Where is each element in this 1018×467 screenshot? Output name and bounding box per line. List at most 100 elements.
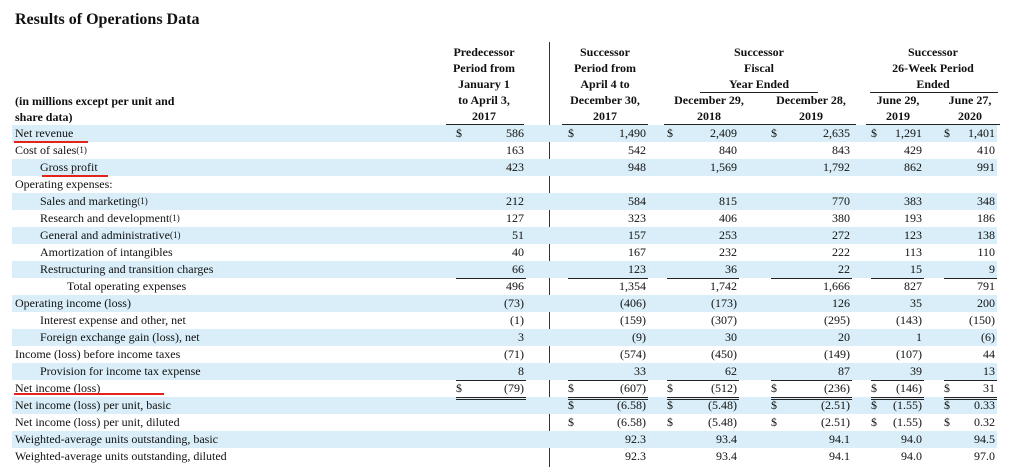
table-cell: (450) — [711, 347, 737, 361]
table-cell: 94.0 — [901, 449, 922, 463]
row-label-text: Foreign exchange gain (loss), net — [40, 330, 200, 344]
currency-symbol: $ — [871, 415, 877, 429]
row-label: Total operating expenses — [67, 278, 186, 295]
row-label-text: Amortization of intangibles — [40, 245, 173, 259]
table-cell: (143) — [896, 313, 922, 327]
header-line: Period from — [573, 61, 637, 75]
table-cell: 51 — [512, 228, 524, 242]
table-cell: 770 — [832, 194, 850, 208]
row-label: Provision for income tax expense — [40, 363, 201, 380]
currency-symbol: $ — [568, 126, 574, 140]
row-label-text: Total operating expenses — [67, 279, 187, 293]
table-cell: 35 — [910, 296, 922, 310]
table-cell: 1,569 — [710, 160, 737, 174]
row-label-text: General and administrative — [40, 228, 170, 242]
table-row: Amortization of intangibles 40 167 232 222 11… — [12, 244, 997, 261]
row-label-text: Income (loss) before income taxes — [15, 347, 181, 361]
header-rule — [700, 92, 818, 93]
subtotal-rule — [667, 399, 739, 400]
table-cell: 410 — [977, 143, 995, 157]
table-cell: (149) — [824, 347, 850, 361]
subtotal-rule — [568, 380, 648, 381]
footnote-ref: (1) — [76, 145, 87, 155]
table-cell: 66 — [512, 262, 524, 276]
table-cell: 167 — [628, 245, 646, 259]
header-line: Year Ended — [728, 77, 790, 91]
table-cell: 1,291 — [895, 126, 922, 140]
table-cell: 2,635 — [823, 126, 850, 140]
table-cell: 127 — [506, 211, 524, 225]
table-cell: 93.4 — [716, 449, 737, 463]
table-cell: 40 — [512, 245, 524, 259]
header-line: 2018 — [697, 109, 721, 123]
header-dec-2018: December 29, 2018 — [664, 92, 754, 124]
table-cell: 126 — [832, 296, 850, 310]
table-cell: 93.4 — [716, 432, 737, 446]
header-line: Predecessor — [453, 45, 515, 59]
currency-symbol: $ — [771, 415, 777, 429]
table-cell: (173) — [711, 296, 737, 310]
table-cell: 1,666 — [823, 279, 850, 293]
row-label: Weighted-average units outstanding, basi… — [15, 431, 218, 448]
subtotal-rule — [667, 380, 739, 381]
table-cell: 542 — [628, 143, 646, 157]
table-cell: (6.58) — [617, 415, 646, 429]
row-label: Research and development(1) — [40, 210, 180, 227]
footnote-ref: (1) — [169, 230, 181, 240]
header-line: to April 3, — [458, 93, 510, 107]
header-line: Ended — [916, 77, 950, 91]
table-cell: 2,409 — [710, 126, 737, 140]
header-jun-2019: June 29, 2019 — [866, 92, 930, 124]
currency-symbol: $ — [568, 398, 574, 412]
currency-symbol: $ — [456, 126, 462, 140]
header-rule — [446, 124, 524, 125]
table-row: Income (loss) before income taxes (71) (57… — [12, 346, 997, 363]
row-label: Weighted-average units outstanding, dilu… — [15, 448, 227, 465]
row-label-text: Net income (loss) — [15, 381, 101, 395]
header-rule — [562, 124, 648, 125]
table-cell: (574) — [620, 347, 646, 361]
header-successor-26week: Successor 26-Week Period Ended — [866, 44, 1000, 92]
table-cell: (307) — [711, 313, 737, 327]
header-rule — [664, 124, 856, 125]
row-label-text: Net income (loss) per unit, diluted — [15, 415, 180, 429]
table-cell: 94.1 — [829, 432, 850, 446]
subtotal-rule — [771, 399, 852, 400]
table-cell: (2.51) — [821, 398, 850, 412]
subtotal-rule — [944, 397, 997, 398]
table-cell: (146) — [896, 381, 922, 395]
subtotal-rule — [944, 399, 997, 400]
table-cell: 39 — [910, 364, 922, 378]
table-cell: (73) — [504, 296, 524, 310]
table-cell: 429 — [904, 143, 922, 157]
table-cell: 272 — [832, 228, 850, 242]
table-cell: (79) — [504, 381, 524, 395]
table-cell: 33 — [634, 364, 646, 378]
row-label-text: Operating expenses: — [15, 177, 113, 191]
currency-symbol: $ — [771, 398, 777, 412]
currency-symbol: $ — [871, 398, 877, 412]
table-row: Gross profit 423 948 1,569 1,792 862 991 — [12, 159, 997, 176]
row-label: General and administrative(1) — [40, 227, 180, 244]
table-row: Research and development(1) 127 323 406 380 1… — [12, 210, 997, 227]
table-cell: 92.3 — [625, 449, 646, 463]
currency-symbol: $ — [944, 415, 950, 429]
header-rule — [866, 124, 1000, 125]
header-successor-period: Successor Period from April 4 to Decembe… — [560, 44, 650, 124]
header-predecessor: Predecessor Period from January 1 to Apr… — [443, 44, 525, 124]
table-cell: 840 — [719, 143, 737, 157]
period-separator — [549, 42, 550, 467]
table-cell: (1.55) — [893, 415, 922, 429]
red-underline-net-revenue — [14, 141, 88, 143]
table-cell: 827 — [904, 279, 922, 293]
row-label: Gross profit — [40, 159, 98, 176]
table-cell: (150) — [969, 313, 995, 327]
table-cell: 586 — [506, 126, 524, 140]
table-row: Weighted-average units outstanding, dilu… — [12, 448, 997, 465]
footnote-ref: (1) — [169, 213, 180, 223]
currency-symbol: $ — [667, 398, 673, 412]
table-cell: 8 — [518, 364, 524, 378]
currency-symbol: $ — [456, 381, 462, 395]
table-cell: (2.51) — [821, 415, 850, 429]
header-line: June 29, — [876, 93, 920, 107]
